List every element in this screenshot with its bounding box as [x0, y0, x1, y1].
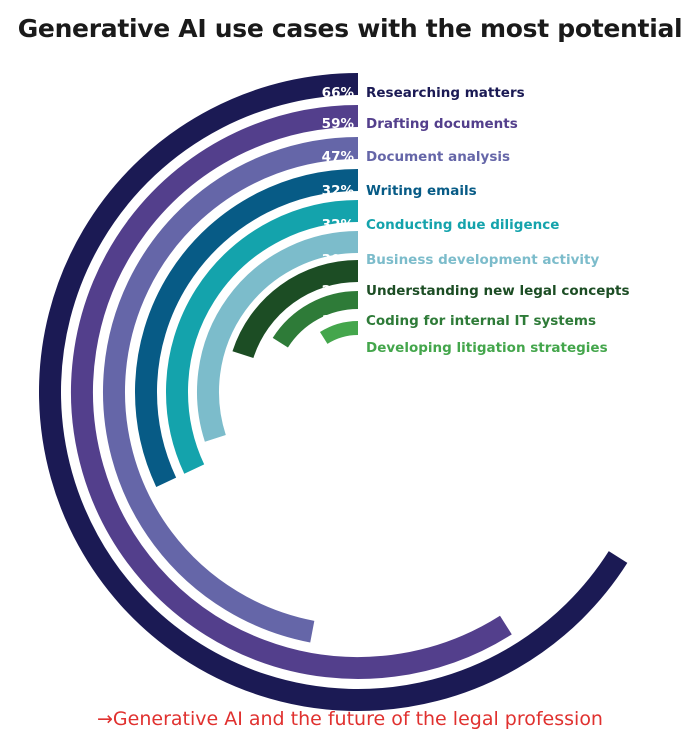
category-label: Conducting due diligence — [366, 217, 559, 233]
value-label: 32% — [322, 217, 355, 233]
bar-document-analysis — [103, 137, 359, 643]
value-label: 66% — [322, 85, 355, 101]
value-label: 59% — [322, 116, 355, 132]
value-label: 9% — [331, 340, 354, 356]
bar-understanding-new-legal-concepts — [232, 260, 359, 359]
bar-coding-for-internal-it-systems — [272, 291, 359, 348]
value-label: 32% — [322, 183, 355, 199]
arrow-right-icon: → — [97, 708, 113, 730]
chart-title: Generative AI use cases with the most po… — [17, 14, 683, 43]
article-link[interactable]: →Generative AI and the future of the leg… — [0, 708, 700, 730]
category-label: Coding for internal IT systems — [366, 313, 596, 329]
bar-developing-litigation-strategies — [319, 321, 359, 345]
bar-writing-emails — [135, 169, 359, 487]
bar-conducting-due-diligence — [166, 200, 359, 474]
category-label: Understanding new legal concepts — [366, 283, 630, 299]
bar-drafting-documents — [71, 105, 512, 679]
category-label: Business development activity — [366, 252, 600, 268]
category-label: Writing emails — [366, 183, 477, 199]
article-link-text: Generative AI and the future of the lega… — [112, 708, 603, 730]
bar-researching-matters — [39, 73, 628, 711]
category-label: Researching matters — [366, 85, 525, 101]
category-label: Document analysis — [366, 149, 510, 165]
category-label: Developing litigation strategies — [366, 340, 608, 356]
value-label: 47% — [322, 149, 355, 165]
category-label: Drafting documents — [366, 116, 518, 132]
bar-business-development-activity — [197, 231, 359, 442]
